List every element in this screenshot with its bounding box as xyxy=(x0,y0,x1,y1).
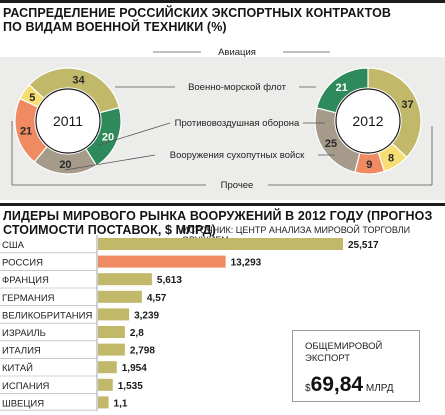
bar-2 xyxy=(98,273,152,286)
bar-4 xyxy=(98,308,130,321)
donut-2011-value-label: 20 xyxy=(59,159,71,171)
legend-label: Вооружения сухопутных войск xyxy=(170,150,305,161)
donut-2011-value-label: 34 xyxy=(72,74,85,86)
total-currency: $ xyxy=(305,383,311,394)
bar-8 xyxy=(98,378,113,391)
bar-value-label: 1,535 xyxy=(118,381,143,392)
bar-value-label: 13,293 xyxy=(231,258,262,269)
bar-value-label: 3,239 xyxy=(134,310,159,321)
donut-2011-value-label: 5 xyxy=(29,92,35,104)
donut-2012-slice-4 xyxy=(315,67,369,114)
total-export-label: ОБЩЕМИРОВОЙ ЭКСПОРТ xyxy=(305,341,383,364)
bottom-header-rule xyxy=(0,203,445,206)
donut-section-title: РАСПРЕДЕЛЕНИЕ РОССИЙСКИХ ЭКСПОРТНЫХ КОНТ… xyxy=(3,6,391,34)
donut-year-label: 2012 xyxy=(352,113,383,129)
bar-value-label: 5,613 xyxy=(157,275,182,286)
legend-label: Авиация xyxy=(218,47,256,58)
bar-title-line2: СТОИМОСТИ ПОСТАВОК, $ МЛРД) xyxy=(3,223,216,237)
legend-connector-3-0 xyxy=(64,154,156,171)
bar-category-label: США xyxy=(2,240,25,251)
total-unit: МЛРД xyxy=(365,383,394,394)
donut-2011-center xyxy=(35,88,101,154)
donut-2012-value-label: 25 xyxy=(325,138,337,150)
top-header-rule xyxy=(0,0,445,3)
bar-value-label: 1,1 xyxy=(114,398,128,409)
total-number: 69,84 xyxy=(310,373,364,396)
bar-section-title: ЛИДЕРЫ МИРОВОГО РЫНКА ВООРУЖЕНИЙ В 2012 … xyxy=(3,209,432,237)
bar-category-label: РОССИЯ xyxy=(2,258,43,269)
bar-5 xyxy=(98,326,125,338)
bar-category-label: КИТАЙ xyxy=(2,362,33,374)
legend-label: Прочее xyxy=(221,180,254,191)
bar-category-label: ШВЕЦИЯ xyxy=(2,398,44,409)
donut-2011-value-label: 20 xyxy=(102,132,114,144)
bar-category-label: ГЕРМАНИЯ xyxy=(2,293,55,304)
bar-0 xyxy=(98,238,343,250)
donut-2012-value-label: 9 xyxy=(366,159,372,171)
donut-title-line1: РАСПРЕДЕЛЕНИЕ РОССИЙСКИХ ЭКСПОРТНЫХ КОНТ… xyxy=(3,6,392,20)
donut-2012-value-label: 21 xyxy=(336,82,348,94)
donut-title-line2: ПО ВИДАМ ВОЕННОЙ ТЕХНИКИ (%) xyxy=(3,20,227,34)
legend-connector-2-0 xyxy=(98,122,171,146)
donut-year-label: 2011 xyxy=(53,113,83,129)
bar-category-label: ФРАНЦИЯ xyxy=(2,275,49,286)
bar-7 xyxy=(98,361,117,374)
bar-9 xyxy=(98,396,109,409)
total-export-box: ОБЩЕМИРОВОЙ ЭКСПОРТ $69,84 МЛРД xyxy=(292,330,420,402)
bar-value-label: 2,798 xyxy=(130,346,155,357)
bar-1 xyxy=(98,255,226,268)
bar-value-label: 25,517 xyxy=(348,240,379,251)
donut-2011-value-label: 21 xyxy=(20,126,32,138)
bar-3 xyxy=(98,290,142,303)
bar-value-label: 4,57 xyxy=(147,293,167,304)
bar-6 xyxy=(98,343,125,356)
donut-2012-value-label: 8 xyxy=(388,152,394,164)
bar-category-label: ИТАЛИЯ xyxy=(2,346,41,357)
legend-label: Противовоздушная оборона xyxy=(175,118,300,129)
donut-2012-center xyxy=(335,88,401,154)
bar-category-label: ВЕЛИКОБРИТАНИЯ xyxy=(2,310,92,321)
legend-label: Военно-морской флот xyxy=(188,82,287,93)
donut-2011-slice-4 xyxy=(19,84,45,108)
bar-title-line1: ЛИДЕРЫ МИРОВОГО РЫНКА ВООРУЖЕНИЙ В 2012 … xyxy=(3,209,433,223)
total-export-value: $69,84 МЛРД xyxy=(305,373,394,397)
bar-value-label: 1,954 xyxy=(122,363,147,374)
donut-2012-value-label: 37 xyxy=(401,99,413,111)
bar-category-label: ИЗРАИЛЬ xyxy=(2,328,46,339)
bar-value-label: 2,8 xyxy=(130,328,144,339)
bar-category-label: ИСПАНИЯ xyxy=(2,381,50,392)
